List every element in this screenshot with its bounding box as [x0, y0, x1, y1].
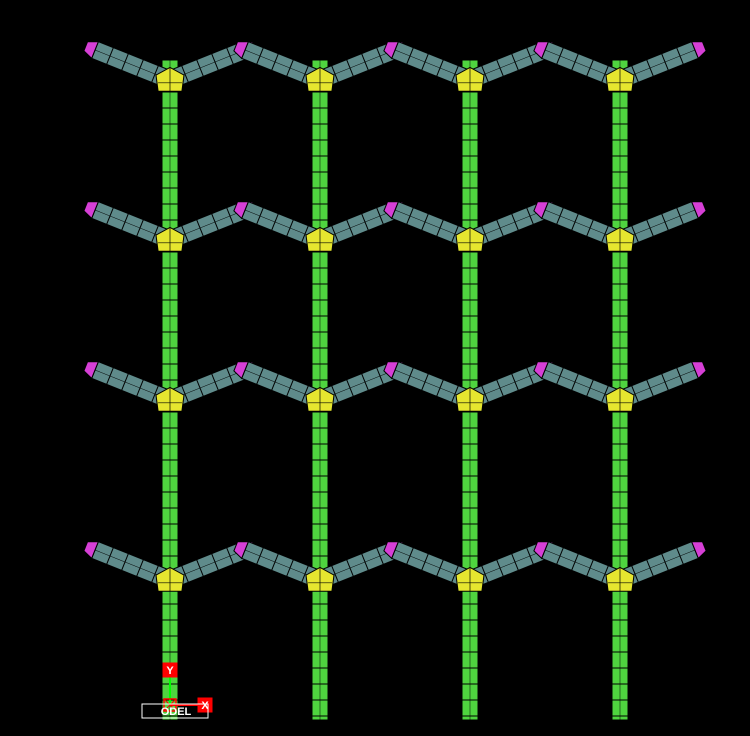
fem-model-view: YXODEL: [0, 0, 750, 736]
model-label: ODEL: [161, 706, 192, 718]
axis-y-label: Y: [166, 665, 174, 677]
